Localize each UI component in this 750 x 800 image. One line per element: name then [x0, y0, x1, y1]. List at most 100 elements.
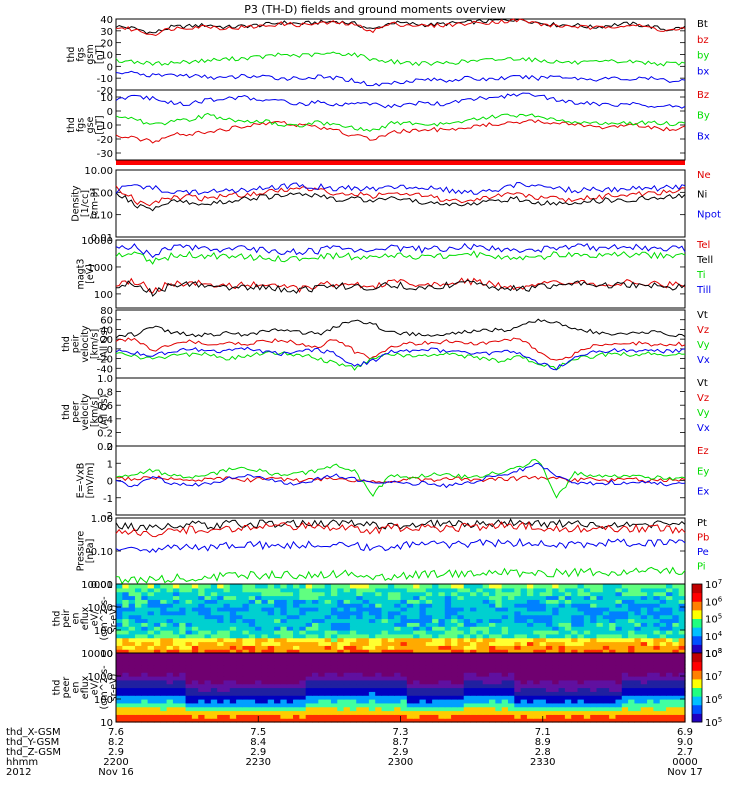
heatmap-cell [526, 714, 534, 719]
heatmap-cell [274, 610, 281, 616]
heatmap-cell [280, 656, 288, 662]
heatmap-cell [210, 641, 218, 646]
heatmap-cell [356, 660, 364, 666]
heatmap-cell [160, 718, 168, 723]
heatmap-cell [609, 679, 617, 685]
heatmap-cell [172, 614, 180, 620]
heatmap-cell [400, 683, 408, 689]
heatmap-cell [647, 591, 654, 597]
heatmap-cell [293, 584, 300, 589]
heatmap-cell [229, 714, 237, 719]
heatmap-cell [242, 603, 250, 608]
heatmap-cell [229, 607, 237, 612]
heatmap-cell [337, 718, 345, 723]
heatmap-cell [564, 714, 572, 719]
heatmap-cell [248, 710, 256, 715]
heatmap-cell [558, 687, 566, 692]
heatmap-cell [577, 664, 585, 669]
heatmap-cell [185, 649, 193, 654]
colorbar-swatch [692, 620, 702, 623]
heatmap-cell [489, 676, 496, 681]
heatmap-cell [590, 706, 598, 712]
heatmap-cell [621, 679, 629, 685]
heatmap-cell [311, 687, 319, 692]
heatmap-cell [362, 641, 370, 646]
heatmap-cell [172, 664, 180, 669]
heatmap-cell [634, 595, 642, 600]
heatmap-cell [558, 672, 566, 677]
heatmap-cell [400, 653, 408, 658]
heatmap-cell [248, 618, 256, 623]
heatmap-cell [267, 591, 275, 597]
colorbar-swatch [692, 699, 702, 702]
heatmap-cell [229, 699, 237, 704]
heatmap-cell [602, 599, 610, 604]
heatmap-cell [198, 653, 206, 658]
heatmap-cell [666, 641, 673, 646]
heatmap-cell [223, 664, 231, 669]
heatmap-cell [634, 591, 642, 597]
heatmap-cell [640, 679, 648, 685]
heatmap-cell [482, 687, 490, 692]
heatmap-cell [172, 649, 180, 654]
heatmap-cell [451, 679, 458, 685]
heatmap-cell [274, 699, 281, 704]
heatmap-cell [362, 664, 370, 669]
heatmap-cell [229, 695, 237, 700]
heatmap-cell [672, 702, 680, 708]
heatmap-cell [539, 618, 547, 623]
heatmap-cell [647, 718, 654, 723]
heatmap-cell [621, 633, 629, 639]
heatmap-cell [558, 607, 566, 612]
heatmap-cell [647, 676, 654, 681]
heatmap-cell [596, 591, 604, 597]
heatmap-cell [444, 641, 452, 646]
heatmap-cell [640, 630, 648, 635]
heatmap-cell [659, 603, 667, 608]
heatmap-cell [545, 595, 553, 600]
heatmap-cell [311, 718, 319, 723]
x-tick-label: 2300 [388, 757, 413, 768]
heatmap-cell [349, 641, 357, 646]
heatmap-cell [526, 699, 534, 704]
heatmap-cell [116, 587, 123, 593]
heatmap-cell [526, 676, 534, 681]
heatmap-cell [356, 679, 364, 685]
heatmap-cell [166, 710, 174, 715]
heatmap-cell [602, 607, 610, 612]
heatmap-cell [533, 645, 541, 650]
heatmap-cell [274, 614, 281, 620]
colorbar-swatch [692, 692, 702, 695]
heatmap-cell [678, 656, 686, 662]
heatmap-cell [463, 607, 471, 612]
heatmap-cell [134, 664, 142, 669]
heatmap-cell [476, 683, 484, 689]
heatmap-cell [419, 649, 427, 654]
heatmap-cell [293, 660, 300, 666]
heatmap-cell [343, 699, 351, 704]
heatmap-cell [533, 584, 541, 589]
colorbar-swatch [692, 628, 702, 632]
heatmap-cell [356, 587, 364, 593]
heatmap-cell [602, 710, 610, 715]
heatmap-cell [552, 610, 560, 616]
heatmap-cell [311, 599, 319, 604]
heatmap-cell [526, 630, 534, 635]
heatmap-cell [324, 702, 332, 708]
heatmap-cell [286, 630, 294, 635]
heatmap-cell [672, 679, 680, 685]
heatmap-cell [482, 622, 490, 627]
y-axis-label: sr-eV) [109, 674, 120, 702]
heatmap-cell [147, 718, 155, 723]
heatmap-cell [476, 687, 484, 692]
heatmap-cell [558, 710, 566, 715]
heatmap-cell [356, 695, 364, 700]
heatmap-cell [394, 587, 402, 593]
heatmap-cell [672, 706, 680, 712]
heatmap-cell [577, 603, 585, 608]
colorbar-swatch [692, 637, 702, 640]
heatmap-cell [248, 672, 256, 677]
y-tick-label: 0.2 [97, 428, 113, 439]
colorbar-swatch [692, 592, 702, 595]
heatmap-cell [375, 687, 383, 692]
